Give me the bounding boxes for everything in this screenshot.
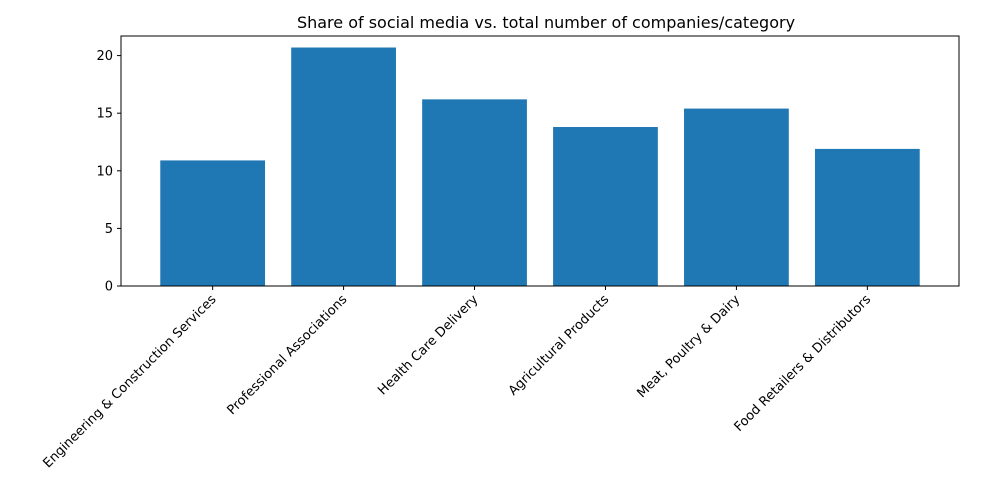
bar xyxy=(814,148,920,286)
y-tick-label: 20 xyxy=(96,49,113,64)
bar xyxy=(160,160,266,286)
x-tick-label: Agricultural Products xyxy=(506,292,613,399)
y-tick-label: 5 xyxy=(105,222,113,237)
bar xyxy=(291,47,396,286)
plot-frame xyxy=(120,35,960,287)
y-axis: 0 5 10 15 20 xyxy=(96,49,121,295)
x-tick-label: Professional Associations xyxy=(225,292,351,418)
bar xyxy=(684,108,789,286)
x-tick-label: Health Care Delivery xyxy=(375,292,481,398)
y-tick-label: 15 xyxy=(96,107,113,122)
x-tick-label: Meat, Poultry & Dairy xyxy=(634,292,743,401)
chart-title: Share of social media vs. total number o… xyxy=(297,13,795,32)
bar xyxy=(422,99,527,286)
y-tick-label: 0 xyxy=(105,280,113,295)
y-tick-label: 10 xyxy=(96,164,113,179)
x-axis: Engineering & Construction Services Profe… xyxy=(40,286,874,471)
bar xyxy=(553,127,658,286)
x-tick-label: Engineering & Construction Services xyxy=(40,292,219,471)
x-tick-label: Food Retailers & Distributors xyxy=(732,292,875,435)
bars-layer xyxy=(160,47,920,286)
